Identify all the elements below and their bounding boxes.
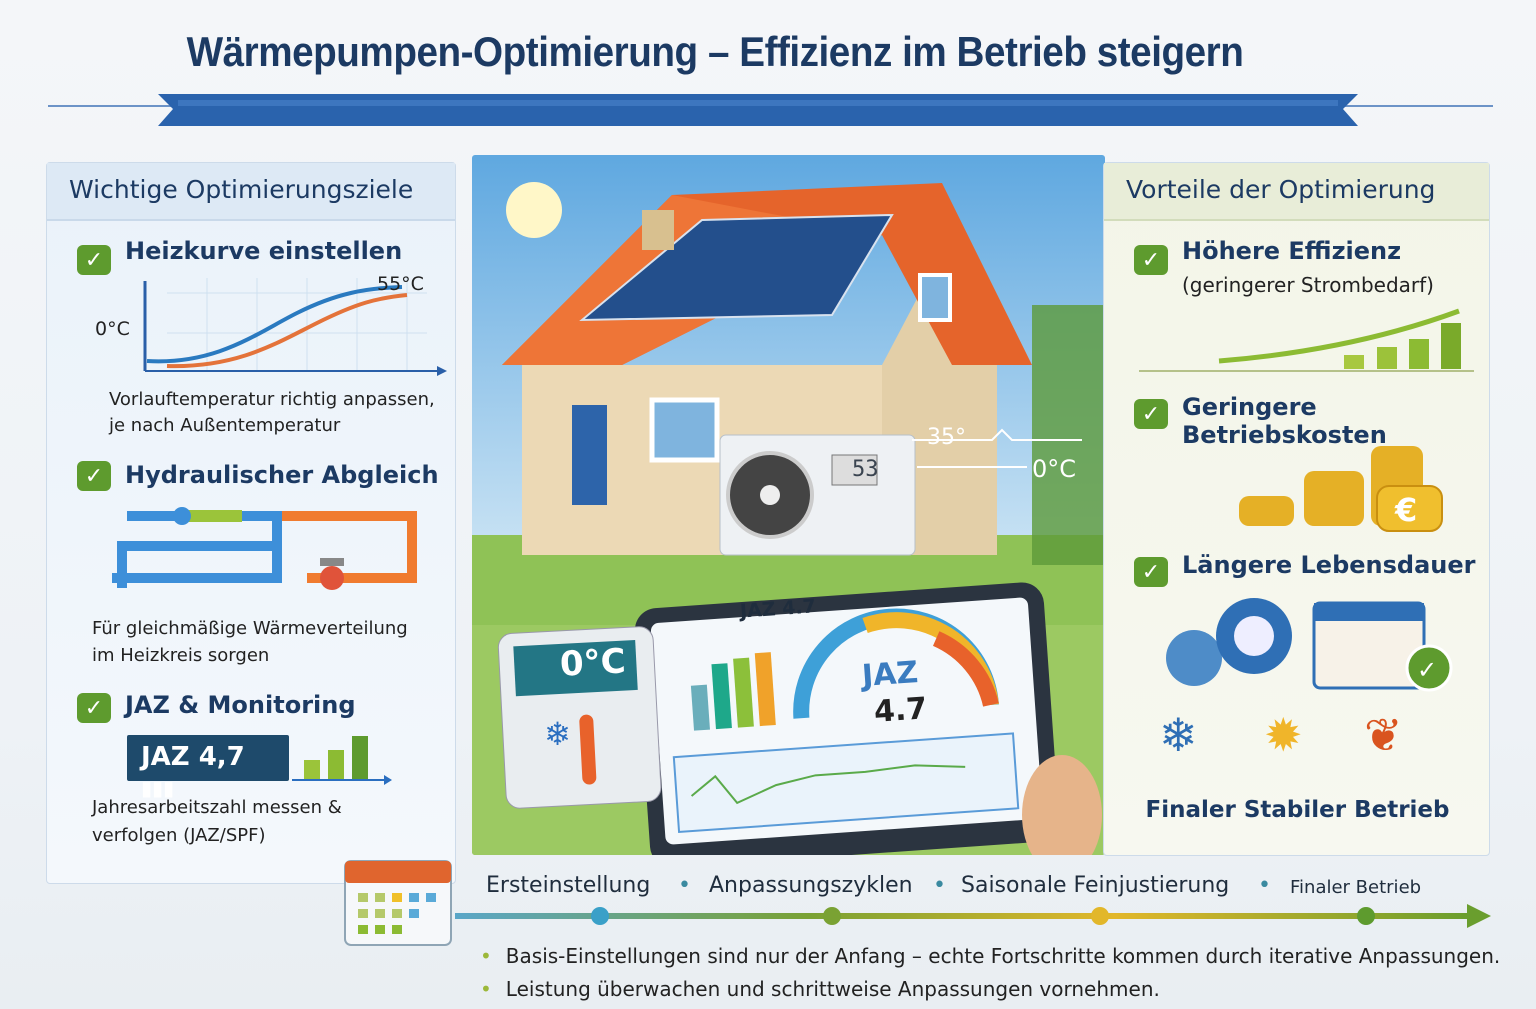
check-icon: ✓ (1134, 245, 1168, 275)
goal-title: Heizkurve einstellen (125, 237, 403, 265)
heating-curve-chart (143, 278, 447, 376)
sun-icon (506, 182, 562, 238)
jaz-value: JAZ 4,7 (141, 742, 245, 772)
timeline-node (591, 907, 609, 925)
timeline-step: Finaler Betrieb (1290, 877, 1422, 898)
goal-description: Jahresarbeitszahl messen & (92, 797, 342, 818)
svg-text:✓: ✓ (1417, 656, 1437, 684)
leaf-icon: ❦ (1364, 708, 1403, 762)
coins-euro-icon: € (1239, 446, 1443, 532)
flow-temp-label: 35° (927, 425, 966, 450)
panel-heading: Wichtige Optimierungsziele (47, 163, 455, 221)
solar-panel (579, 213, 894, 322)
thermostat-temp: 0°C (558, 641, 627, 685)
jaz-trend-chart (292, 736, 392, 785)
benefits-panel: Vorteile der Optimierung ✓ Höhere Effizi… (1103, 162, 1490, 856)
check-icon: ✓ (77, 461, 111, 491)
goal-description: im Heizkreis sorgen (92, 645, 270, 666)
timeline-track (455, 904, 1491, 928)
outside-temp-label: 0°C (1032, 455, 1077, 483)
gears-calendar-icon: ✓ (1166, 598, 1453, 692)
snowflake-icon: ❄ (544, 715, 571, 753)
timeline-node (1091, 907, 1109, 925)
house-scene: ❄ (472, 155, 1105, 855)
separator: • (933, 873, 946, 898)
separator: • (1258, 873, 1271, 898)
window (649, 397, 720, 463)
timeline-step: Ersteinstellung (486, 873, 651, 898)
timeline-node (1357, 907, 1375, 925)
panel-heading: Vorteile der Optimierung (1104, 163, 1489, 221)
gauge-label: JAZ (860, 655, 920, 694)
jaz-badge: JAZ 4,7 ▮▮▮ (127, 735, 289, 800)
benefit-subtitle: (geringerer Strombedarf) (1182, 273, 1434, 297)
curve-low-label: 0°C (95, 318, 130, 340)
sun-icon: ✹ (1264, 708, 1303, 762)
bullet-icon: • (480, 944, 492, 968)
goal-description: je nach Außentemperatur (109, 415, 341, 436)
bullet-text: Leistung überwachen und schrittweise Anp… (505, 977, 1160, 1001)
timeline-step: Saisonale Feinjustierung (961, 873, 1230, 898)
separator: • (678, 873, 691, 898)
goal-description: verfolgen (JAZ/SPF) (92, 825, 266, 846)
bullet-icon: • (480, 977, 492, 1001)
curve-high-label: 55°C (377, 273, 424, 295)
check-icon: ✓ (77, 693, 111, 723)
benefit-title: Höhere Effizienz (1182, 237, 1402, 265)
door (572, 405, 607, 505)
timeline-step: Anpassungszyklen (709, 873, 913, 898)
check-icon: ✓ (1134, 399, 1168, 429)
bullet-item: • Leistung überwachen und schrittweise An… (480, 977, 1160, 1001)
goal-title: JAZ & Monitoring (125, 691, 356, 719)
benefit-footer: Finaler Stabiler Betrieb (1145, 797, 1450, 823)
snowflake-icon: ❄ (1159, 708, 1198, 762)
page-title: Wärmepumpen-Optimierung – Effizienz im B… (186, 28, 1244, 75)
hand (1022, 755, 1102, 855)
house-heatpump-illustration: ❄ 53 35° 0°C 0°C JAZ 4.7 JAZ 4.7 (472, 155, 1105, 855)
unit-display: 53 (852, 457, 879, 482)
benefit-title: Längere Lebensdauer (1182, 551, 1476, 579)
thermometer-icon (579, 714, 597, 785)
bullet-item: • Basis-Einstellungen sind nur der Anfang… (480, 944, 1500, 968)
efficiency-bars-icon (1139, 308, 1474, 372)
hydraulic-pipes-icon (112, 507, 417, 590)
benefit-title: Geringere Betriebskosten (1182, 393, 1387, 449)
goal-title: Hydraulischer Abgleich (125, 461, 439, 489)
chimney (642, 210, 674, 250)
timeline-node (823, 907, 841, 925)
calendar-icon (344, 860, 452, 946)
goal-description: Für gleichmäßige Wärmeverteilung (92, 618, 408, 639)
gauge-value: 4.7 (872, 691, 929, 730)
check-icon: ✓ (1134, 557, 1168, 587)
bullet-text: Basis-Einstellungen sind nur der Anfang … (505, 944, 1501, 968)
goal-description: Vorlauftemperatur richtig anpassen, (109, 389, 435, 410)
svg-text:€: € (1394, 491, 1417, 529)
optimization-goals-panel: Wichtige Optimierungsziele ✓ Heizkurve e… (46, 162, 456, 884)
check-icon: ✓ (77, 245, 111, 275)
title-ribbon (48, 94, 1493, 126)
bar-chart-icon: ▮▮▮ (141, 776, 175, 800)
